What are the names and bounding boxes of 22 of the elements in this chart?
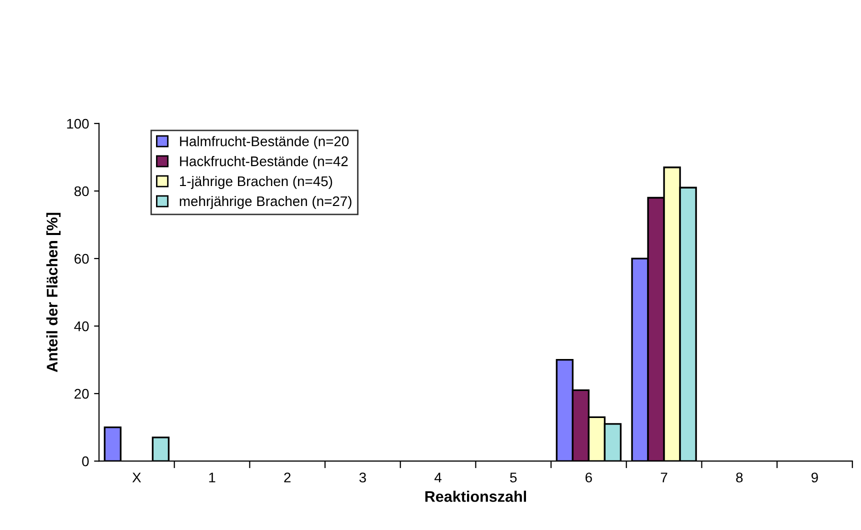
y-tick-label: 40 (74, 321, 89, 332)
x-tick-label: 4 (434, 472, 442, 482)
x-tick-label: 1 (209, 472, 216, 482)
y-tick-label: 20 (74, 388, 89, 399)
y-axis-title: Anteil der Flächen [%] (46, 212, 61, 372)
x-tick-label: 3 (359, 472, 366, 482)
x-tick-label: 7 (660, 472, 668, 482)
y-tick-label: 0 (82, 456, 89, 466)
x-tick-label: 6 (586, 472, 592, 482)
legend-label: Hackfrucht-Bestände (n=42 (180, 156, 348, 169)
x-tick-label: 8 (736, 472, 743, 482)
x-tick-label: 2 (284, 472, 291, 482)
y-tick-label: 60 (74, 254, 89, 264)
y-tick-label: 100 (67, 118, 89, 129)
x-tick-label: 5 (510, 472, 517, 482)
legend-label: 1-jährige Brachen (n=45) (180, 176, 332, 189)
x-axis-title: Reaktionszahl (425, 490, 526, 502)
y-tick-label: 80 (74, 186, 89, 196)
legend-label: Halmfrucht-Bestände (n=20 (180, 136, 349, 150)
x-tick-label: X (132, 472, 142, 482)
legend-label: mehrjährige Brachen (n=27) (180, 196, 352, 209)
x-tick-label: 9 (812, 472, 818, 482)
